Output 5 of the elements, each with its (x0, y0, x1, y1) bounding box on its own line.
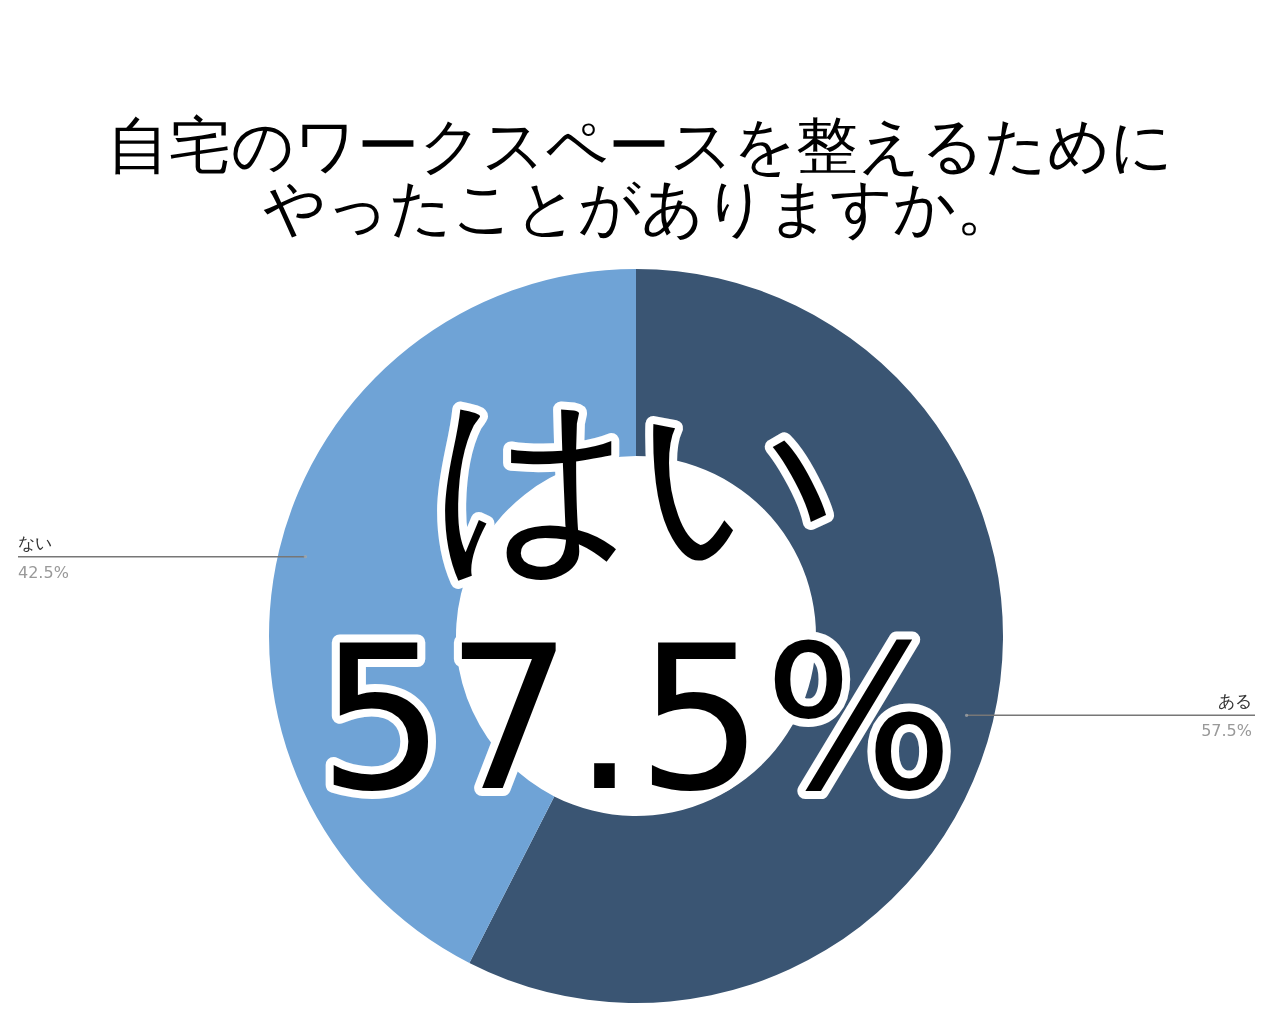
chart-title: 自宅のワークスペースを整えるためにやったことがありますか。 (107, 109, 1173, 244)
slice-label: ある (1218, 691, 1252, 712)
data-label: 57.5% (1201, 721, 1252, 741)
slice-label: ない (18, 532, 52, 553)
data-label: 42.5% (18, 562, 69, 582)
